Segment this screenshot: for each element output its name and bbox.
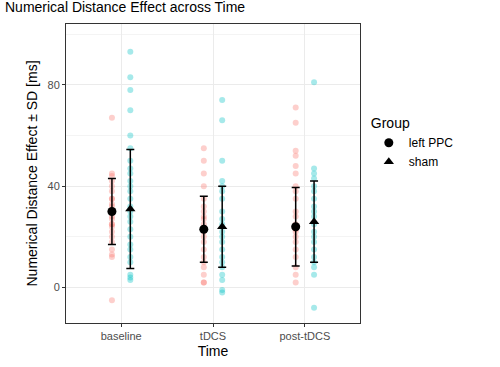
svg-text:0: 0 — [54, 281, 60, 293]
svg-text:tDCS: tDCS — [200, 330, 226, 342]
svg-text:40: 40 — [48, 180, 60, 192]
svg-text:Time: Time — [198, 343, 229, 359]
svg-text:post-tDCS: post-tDCS — [280, 330, 331, 342]
svg-text:Numerical Distance Effect acro: Numerical Distance Effect across Time — [5, 0, 245, 15]
svg-text:sham: sham — [409, 155, 438, 169]
svg-text:left PPC: left PPC — [409, 136, 453, 150]
svg-text:Numerical Distance Effect ± SD: Numerical Distance Effect ± SD [ms] — [24, 60, 40, 286]
svg-text:baseline: baseline — [101, 330, 142, 342]
svg-text:80: 80 — [48, 79, 60, 91]
svg-text:Group: Group — [371, 115, 410, 131]
